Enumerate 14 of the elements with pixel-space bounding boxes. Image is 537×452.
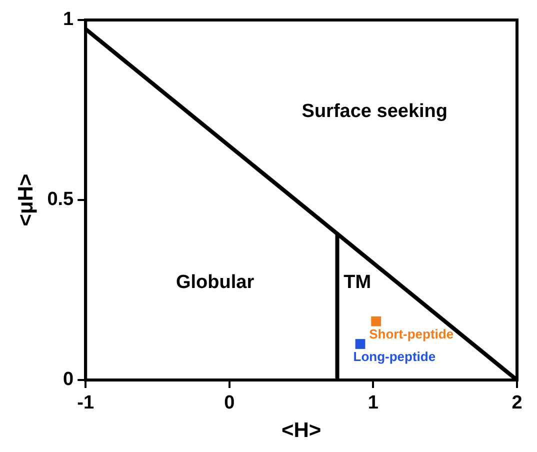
- annotation: TM: [344, 272, 372, 294]
- x-tick-label: 2: [512, 392, 522, 414]
- series-label: Short-peptide: [369, 326, 454, 342]
- x-tick-label: 1: [368, 392, 379, 414]
- y-tick-label: 0: [63, 369, 74, 390]
- x-axis-title: <H>: [281, 419, 322, 442]
- series-label: Long-peptide: [353, 349, 436, 364]
- annotation: Surface seeking: [302, 101, 448, 122]
- y-tick-label: 0.5: [47, 189, 74, 210]
- y-axis-title: <μH>: [14, 174, 38, 226]
- x-tick-label: 0: [224, 392, 235, 414]
- annotation: Globular: [176, 272, 255, 294]
- y-tick-label: 1: [63, 9, 74, 30]
- x-tick-label: -1: [77, 392, 94, 414]
